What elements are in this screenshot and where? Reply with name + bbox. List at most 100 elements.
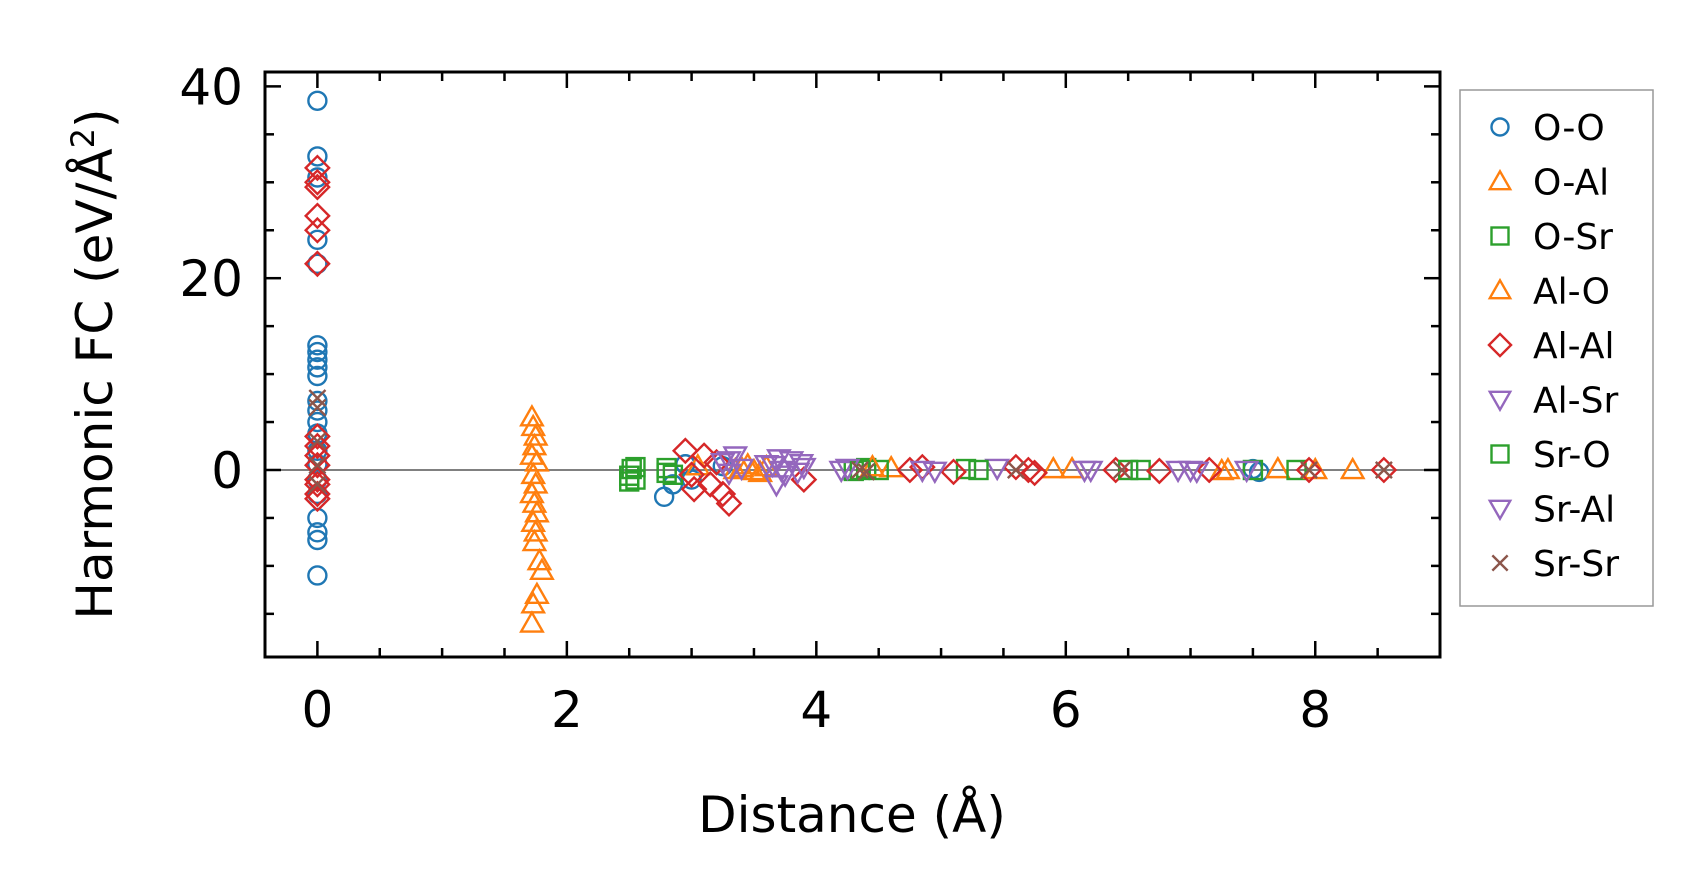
data-point xyxy=(763,475,790,498)
data-point xyxy=(529,557,555,580)
data-point xyxy=(308,475,327,494)
legend-label: Al-O xyxy=(1533,272,1610,313)
data-point xyxy=(878,454,905,478)
data-point xyxy=(1102,456,1130,484)
data-point xyxy=(303,154,331,182)
data-point xyxy=(984,458,1011,482)
x-tick-label: 8 xyxy=(1299,681,1331,739)
data-point xyxy=(520,509,547,533)
data-point xyxy=(307,335,328,356)
data-point xyxy=(303,466,331,493)
data-point xyxy=(940,458,967,486)
data-point xyxy=(1112,461,1131,479)
data-point xyxy=(308,398,327,417)
data-point xyxy=(303,480,331,508)
data-point xyxy=(307,349,328,370)
data-point xyxy=(1248,461,1270,483)
legend-marker xyxy=(1487,499,1513,522)
data-point xyxy=(834,458,861,482)
data-point xyxy=(303,423,331,450)
data-point xyxy=(520,461,547,485)
data-point xyxy=(307,341,328,363)
series-al-al xyxy=(303,154,1398,517)
data-point xyxy=(921,461,948,485)
data-point xyxy=(662,464,684,485)
data-point xyxy=(303,432,331,460)
data-point xyxy=(955,458,977,480)
data-point xyxy=(1208,457,1235,481)
data-point xyxy=(308,456,327,475)
data-point xyxy=(1370,456,1398,484)
data-point xyxy=(709,480,737,508)
data-point xyxy=(768,460,795,484)
data-point xyxy=(307,253,328,275)
data-point xyxy=(968,459,989,481)
legend-label: Sr-Al xyxy=(1533,490,1615,531)
legend-marker xyxy=(1490,444,1510,464)
data-point xyxy=(307,365,328,387)
data-point xyxy=(519,404,545,427)
data-point xyxy=(307,167,328,188)
data-point xyxy=(728,458,755,482)
data-point xyxy=(520,413,547,437)
data-point xyxy=(1117,459,1139,481)
legend-label: O-O xyxy=(1533,108,1605,149)
series-sr-al xyxy=(716,451,1204,485)
data-point xyxy=(520,591,547,614)
data-point xyxy=(303,470,331,498)
data-point xyxy=(303,168,331,196)
data-point xyxy=(788,453,815,477)
data-point xyxy=(519,480,545,504)
legend-marker xyxy=(1487,277,1513,300)
data-point xyxy=(680,475,708,503)
data-point xyxy=(1177,460,1204,484)
data-point xyxy=(715,490,743,517)
data-point xyxy=(621,458,642,480)
data-point xyxy=(896,456,924,484)
series-al-sr xyxy=(709,446,1260,498)
plot-frame xyxy=(263,70,1442,659)
data-point xyxy=(1165,460,1191,484)
data-point xyxy=(307,400,328,421)
data-point xyxy=(690,442,718,470)
x-tick-label: 0 xyxy=(301,681,333,739)
data-point xyxy=(307,565,328,586)
data-point xyxy=(307,529,328,551)
x-tick-label: 2 xyxy=(551,681,583,739)
data-point xyxy=(1374,461,1393,479)
series-o-al xyxy=(519,404,1366,633)
data-point xyxy=(1300,461,1318,479)
x-tick-label: 4 xyxy=(800,681,832,739)
data-point xyxy=(851,461,869,479)
data-point xyxy=(671,437,699,465)
legend-marker xyxy=(1490,226,1510,246)
data-point xyxy=(857,462,876,481)
data-point xyxy=(303,250,331,278)
data-point xyxy=(656,462,677,484)
legend: O-O O-Al O-Sr Al-O Al-Al Al-Sr Sr-O Sr-Al Sr-Sr xyxy=(1459,89,1654,607)
y-axis-label-sup: 2 xyxy=(64,128,102,148)
data-point xyxy=(307,90,328,111)
legend-marker xyxy=(1490,117,1510,137)
data-point xyxy=(734,451,761,475)
data-point xyxy=(522,519,549,542)
y-axis-label-close: ) xyxy=(66,108,124,128)
series-sr-o xyxy=(619,456,1139,492)
data-point xyxy=(307,229,328,251)
data-point xyxy=(1295,456,1323,484)
data-point xyxy=(524,499,550,523)
data-point xyxy=(1286,459,1307,481)
legend-marker xyxy=(1487,390,1513,413)
data-point xyxy=(722,446,749,469)
legend-marker xyxy=(1487,332,1513,358)
data-point xyxy=(1077,460,1104,484)
y-axis-label: Harmonic FC (eV/Å2) xyxy=(64,108,124,619)
data-point xyxy=(307,146,328,167)
data-point xyxy=(678,461,705,489)
legend-marker xyxy=(1491,554,1509,572)
data-point xyxy=(1233,460,1260,484)
data-point xyxy=(716,463,742,487)
x-tick-label: 6 xyxy=(1050,681,1082,739)
legend-label: Sr-Sr xyxy=(1533,544,1619,585)
